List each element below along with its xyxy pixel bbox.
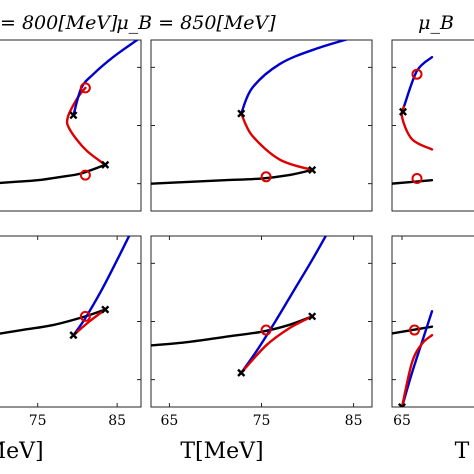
series-line-blue <box>240 40 350 115</box>
series-line-red <box>400 333 434 407</box>
series-line-red <box>240 315 314 374</box>
series-line-blue <box>72 40 139 117</box>
transition-point-marker <box>260 171 272 183</box>
panel-bottom-middle <box>151 236 328 377</box>
series-line-blue <box>240 236 328 374</box>
spinodal-point-marker <box>397 402 407 407</box>
x-axis-label: T[MeV] <box>0 439 44 464</box>
column-title: μ_B <box>418 12 454 34</box>
x-tick-label: 65 <box>161 413 179 429</box>
x-tick-label: 85 <box>345 413 363 429</box>
transition-point-marker <box>260 324 272 336</box>
spinodal-point-marker <box>308 165 317 175</box>
x-tick-label: 85 <box>108 413 126 429</box>
spinodal-point-marker <box>237 368 246 377</box>
spinodal-point-marker <box>398 107 408 116</box>
series-line-black <box>0 308 107 335</box>
transition-point-marker <box>79 169 91 181</box>
spinodal-point-marker <box>101 305 110 314</box>
spinodal-point-marker <box>101 160 110 169</box>
series-line-black <box>392 179 434 185</box>
transition-point-marker <box>411 173 423 185</box>
x-tick-label: 75 <box>29 413 47 429</box>
series-line-black <box>151 168 314 185</box>
transition-point-marker <box>411 68 423 80</box>
x-tick-label: 75 <box>253 413 271 429</box>
panel-top-middle <box>151 40 350 185</box>
x-axis-label: T[MeV] <box>180 439 263 464</box>
spinodal-point-marker <box>308 312 317 321</box>
transition-point-marker <box>79 310 91 322</box>
series-line-black <box>151 315 314 347</box>
spinodal-point-marker <box>69 331 78 340</box>
panel-bottom-right <box>392 310 434 407</box>
spinodal-point-marker <box>237 109 246 118</box>
panel-top-left <box>0 40 139 185</box>
panel-top-right <box>392 55 434 185</box>
transition-point-marker <box>79 82 91 94</box>
series-line-blue <box>403 55 434 107</box>
spinodal-point-marker <box>69 111 78 120</box>
column-title: μ_B = 850[MeV] <box>116 12 276 34</box>
series-line-red <box>400 103 434 151</box>
series-line-blue <box>72 236 131 337</box>
series-line-black <box>0 163 107 185</box>
x-axis-label: T <box>455 439 470 464</box>
panel-frame-top-middle <box>150 39 373 212</box>
panel-frame-bottom-right <box>391 235 474 408</box>
column-title: = 800[MeV] <box>0 12 118 34</box>
x-tick-label: 65 <box>393 413 411 429</box>
panel-frame-bottom-middle <box>150 235 373 408</box>
panel-frame-top-left <box>0 39 142 212</box>
transition-point-marker <box>409 324 420 336</box>
series-line-red <box>240 112 314 172</box>
panel-bottom-left <box>0 236 131 340</box>
